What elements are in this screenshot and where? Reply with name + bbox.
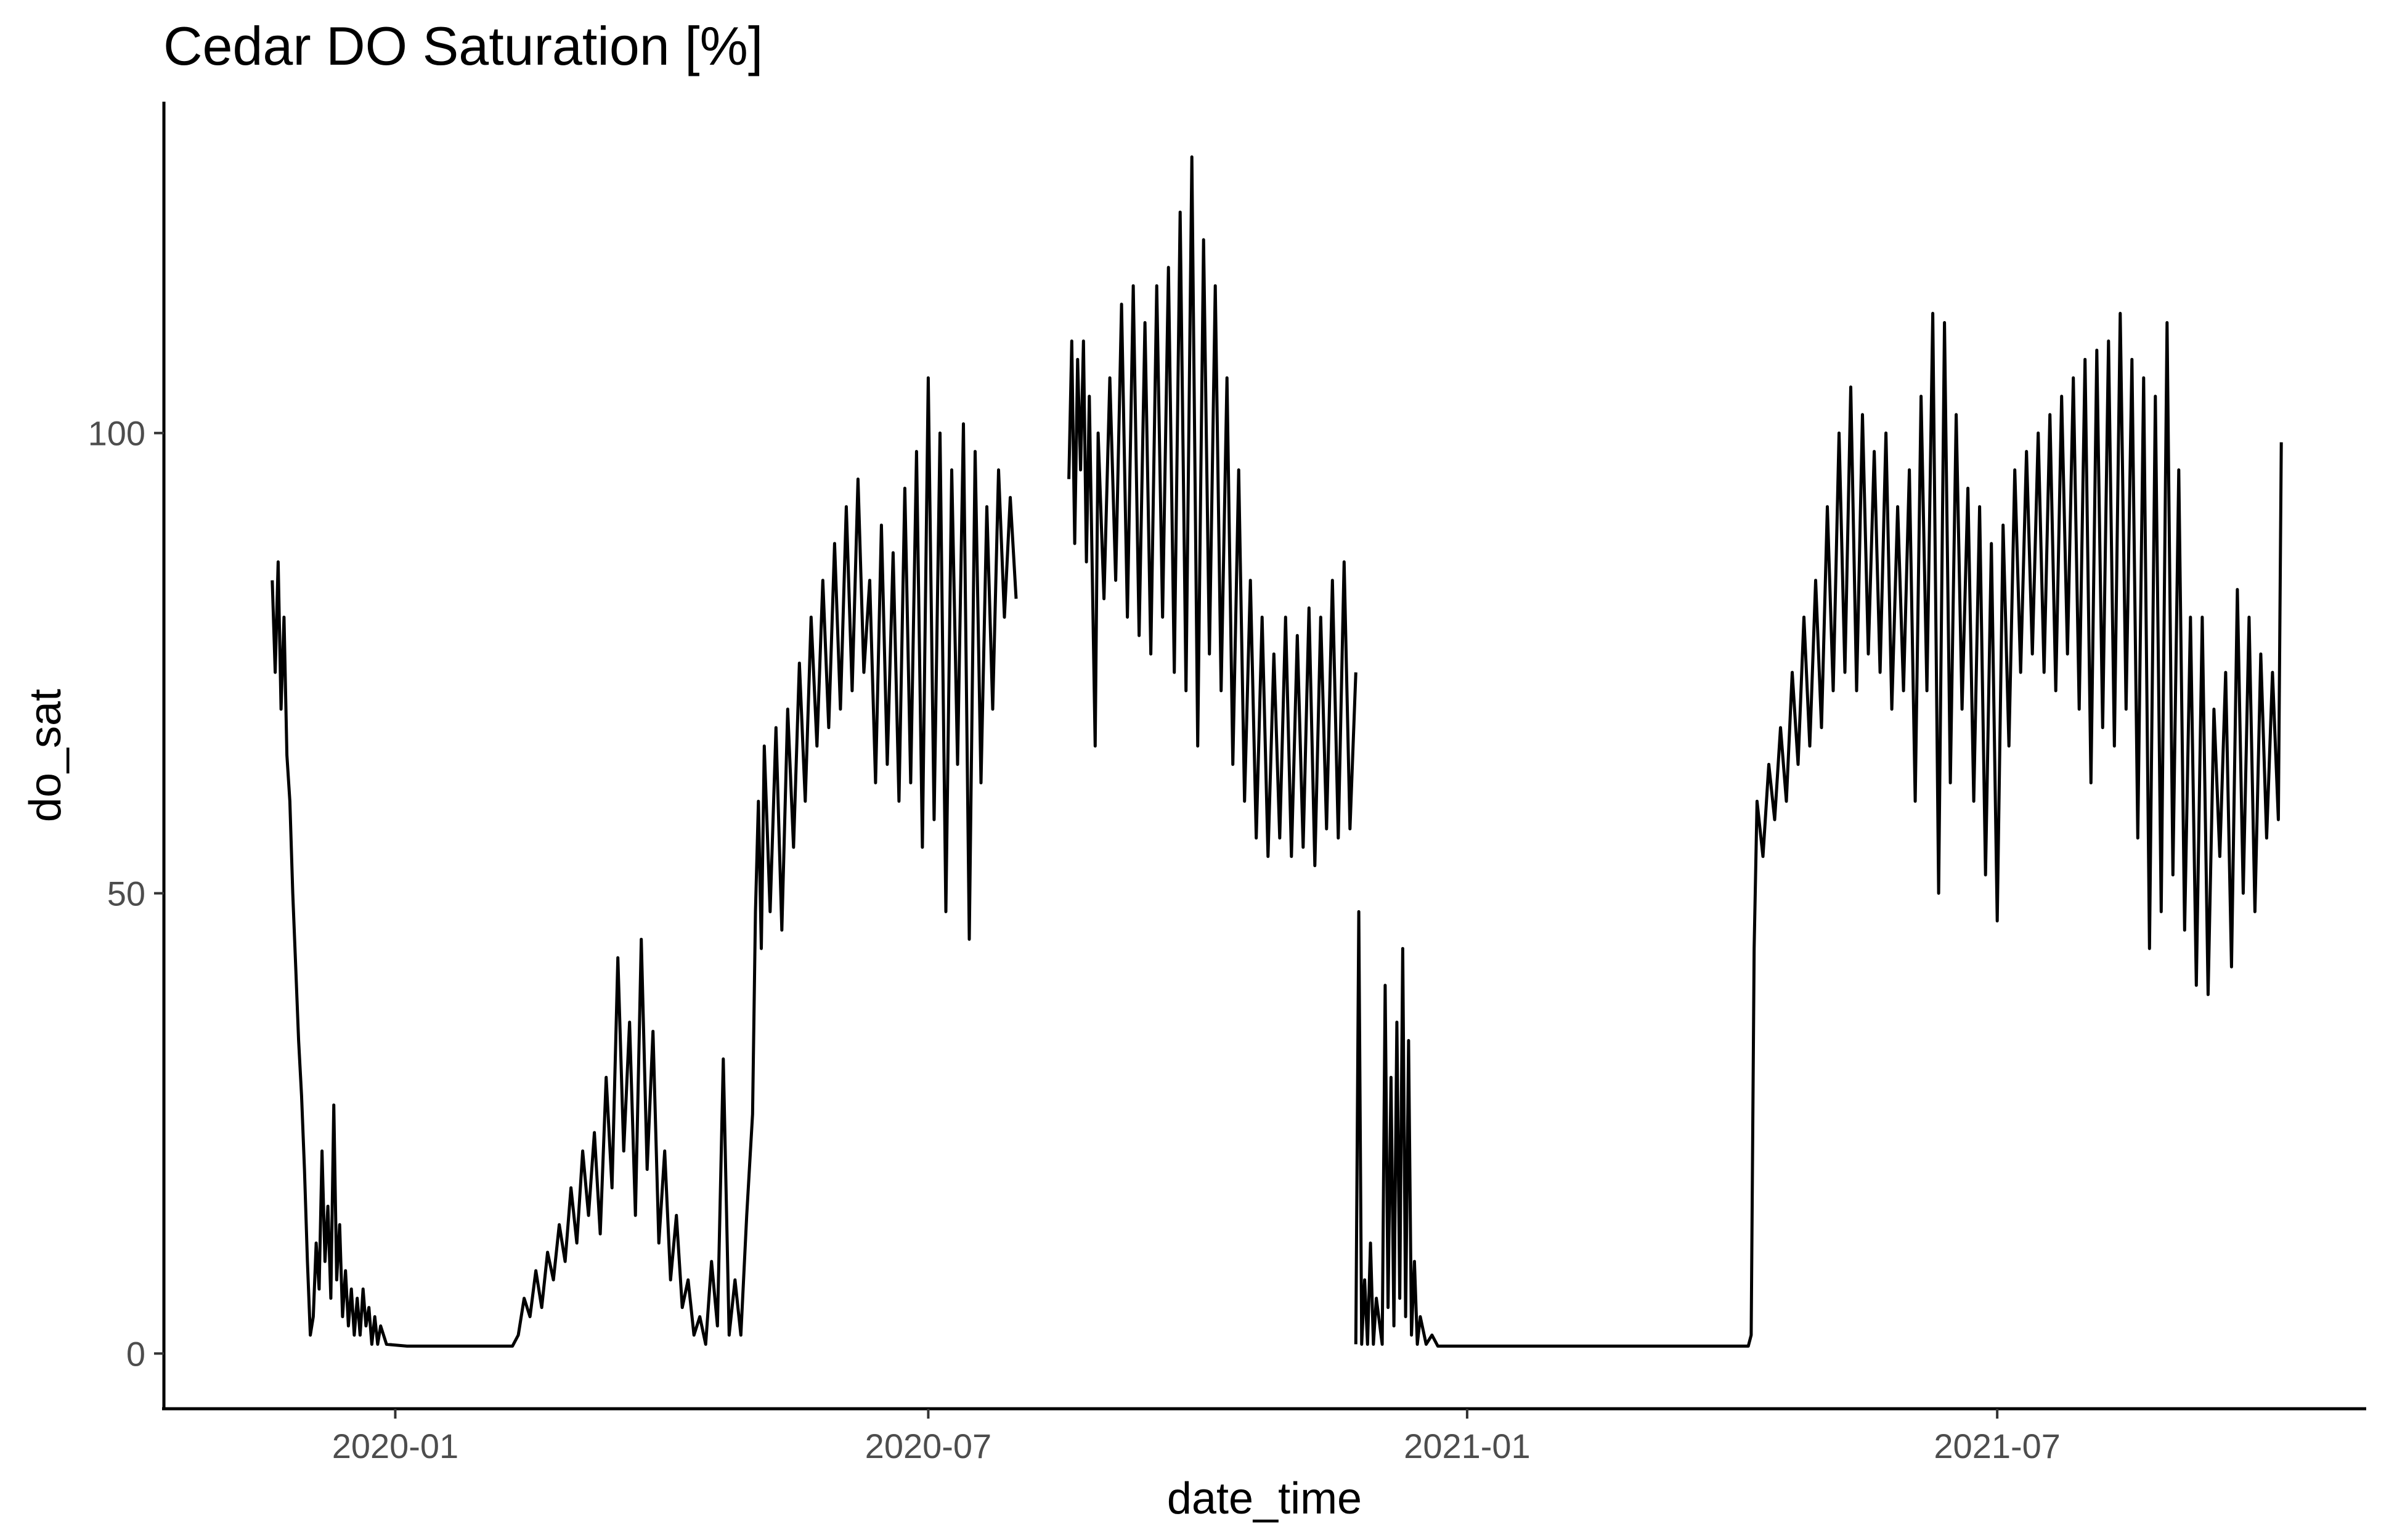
x-axis-title: date_time xyxy=(1167,1474,1362,1523)
do-sat-series-segment-3 xyxy=(1354,312,2283,1348)
x-tick-label-2020-01: 2020-01 xyxy=(332,1427,459,1465)
y-axis-ticks: 0 50 100 xyxy=(88,414,164,1373)
do-sat-series-segment-1 xyxy=(271,376,1018,1348)
y-tick-label-100: 100 xyxy=(88,414,145,453)
x-axis-ticks: 2020-01 2020-07 2021-01 2021-07 xyxy=(332,1409,2061,1465)
chart-title: Cedar DO Saturation [%] xyxy=(163,15,763,76)
series-layer xyxy=(271,155,2283,1348)
y-tick-label-50: 50 xyxy=(107,874,145,913)
y-tick-label-0: 0 xyxy=(126,1334,145,1373)
x-tick-label-2020-07: 2020-07 xyxy=(865,1427,992,1465)
x-tick-label-2021-07: 2021-07 xyxy=(1934,1427,2061,1465)
y-axis-title: do_sat xyxy=(21,689,70,822)
x-tick-label-2021-01: 2021-01 xyxy=(1404,1427,1531,1465)
do-sat-series-segment-2 xyxy=(1067,155,1357,868)
